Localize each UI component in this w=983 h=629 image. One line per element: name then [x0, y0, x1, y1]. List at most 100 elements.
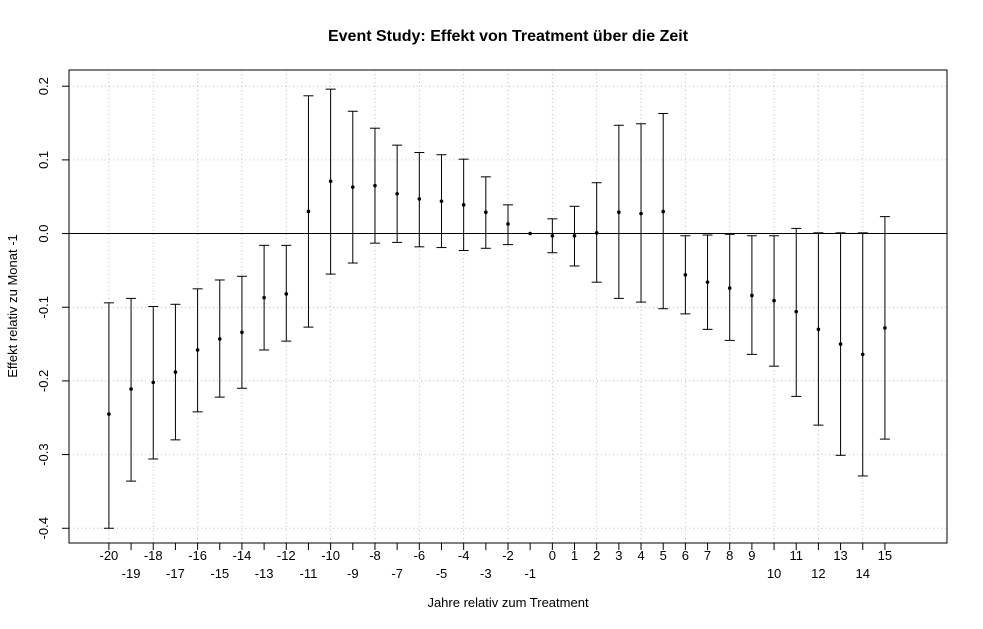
point-estimate	[528, 231, 532, 236]
error-bar-group	[303, 95, 314, 328]
x-tick-label: -9	[347, 566, 359, 581]
error-bar-group	[879, 216, 890, 440]
point-estimate	[173, 370, 178, 374]
error-bar-group	[103, 302, 114, 529]
error-bar-group	[702, 234, 713, 330]
point-estimate	[484, 210, 488, 214]
x-tick-label: 12	[811, 566, 825, 581]
point-estimate	[306, 209, 311, 214]
point-estimate	[550, 233, 555, 238]
x-tick-label: -2	[502, 548, 514, 563]
error-bar-group	[369, 127, 380, 244]
x-tick-label: -16	[188, 548, 207, 563]
error-bar-group	[170, 303, 181, 441]
x-tick-label: -18	[144, 548, 163, 563]
error-bar-group	[148, 306, 159, 460]
point-estimate	[883, 326, 887, 330]
x-tick-label: 14	[856, 566, 870, 581]
error-bar-group	[857, 232, 868, 477]
error-bar-group	[503, 204, 513, 246]
error-bar-group	[192, 288, 203, 413]
error-bar-group	[414, 152, 425, 248]
x-tick-label: -12	[277, 548, 296, 563]
y-tick-label: -0.4	[36, 517, 51, 539]
error-bar-group	[347, 110, 358, 264]
x-tick-label: -13	[255, 566, 274, 581]
y-tick-label: -0.1	[36, 296, 51, 318]
error-bar-group	[724, 233, 735, 341]
point-estimate	[838, 342, 843, 346]
x-tick-label: 3	[615, 548, 622, 563]
x-tick-label: 13	[833, 548, 847, 563]
y-axis-label: Effekt relativ zu Monat -1	[5, 234, 20, 378]
x-tick-label: -5	[436, 566, 448, 581]
point-estimate	[284, 292, 289, 296]
error-bar-group	[569, 205, 580, 267]
x-axis-label: Jahre relativ zum Treatment	[427, 595, 589, 610]
error-bar-group	[769, 235, 780, 367]
x-tick-label: -6	[414, 548, 426, 563]
point-estimate	[572, 233, 577, 238]
error-bar-group	[636, 123, 647, 303]
x-tick-label: -1	[524, 566, 536, 581]
x-tick-label: 0	[549, 548, 556, 563]
x-tick-label: -11	[300, 566, 318, 581]
x-tick-label: -7	[391, 566, 403, 581]
x-tick-label: 7	[704, 548, 711, 563]
point-estimate	[816, 327, 821, 332]
error-bar-group	[547, 218, 558, 254]
x-tick-label: 5	[660, 548, 667, 563]
point-estimate	[328, 179, 333, 184]
error-bar-group	[214, 279, 225, 398]
error-bar-group	[281, 244, 292, 342]
error-bar-group	[325, 88, 336, 275]
error-bar-group	[480, 176, 491, 249]
error-bars	[103, 88, 890, 529]
error-bar-group	[392, 144, 403, 243]
point-estimate	[417, 197, 422, 201]
error-bar-group	[791, 227, 802, 397]
y-tick-label: 0.1	[36, 151, 51, 169]
point-estimate	[683, 273, 688, 277]
point-estimate	[772, 298, 776, 303]
point-estimate	[439, 199, 444, 203]
error-bar-group	[680, 235, 691, 315]
error-bar-group	[126, 297, 137, 482]
point-estimate	[350, 185, 355, 189]
x-tick-label: -17	[166, 566, 185, 581]
x-tick-label: 15	[878, 548, 892, 563]
point-estimate	[240, 330, 244, 335]
x-tick-label: 11	[789, 548, 803, 563]
y-axis: -0.4 -0.3 -0.2 -0.1 0.0 0.1 0.2	[36, 77, 70, 539]
error-bar-group	[259, 244, 270, 351]
error-bar-group	[658, 112, 669, 310]
point-estimate	[506, 222, 510, 226]
x-tick-label: -4	[458, 548, 470, 563]
point-estimate	[395, 191, 399, 196]
x-tick-label: -14	[233, 548, 252, 563]
error-bar-group	[746, 235, 757, 355]
x-tick-label: -15	[210, 566, 229, 581]
y-tick-label: -0.2	[36, 370, 51, 392]
x-tick-label: -8	[369, 548, 381, 563]
x-axis: -20-19-18-17-16-15-14-13-12-11-10-9-8-7-…	[100, 542, 892, 581]
point-estimate	[639, 211, 643, 216]
error-bar-group	[835, 232, 846, 456]
point-estimate	[750, 293, 754, 298]
x-tick-label: -19	[122, 566, 141, 581]
point-estimate	[129, 387, 133, 391]
grid	[69, 70, 947, 543]
x-tick-label: 2	[593, 548, 600, 563]
point-estimate	[794, 309, 799, 314]
error-bar-group	[813, 232, 824, 426]
x-tick-label: 4	[637, 548, 644, 563]
point-estimate	[217, 337, 222, 341]
point-estimate	[107, 412, 111, 416]
x-tick-label: 1	[571, 548, 578, 563]
x-tick-label: 9	[748, 548, 755, 563]
point-estimate	[727, 286, 732, 290]
error-bar-group	[613, 124, 624, 299]
x-tick-label: -20	[100, 548, 119, 563]
point-estimate	[195, 348, 200, 352]
